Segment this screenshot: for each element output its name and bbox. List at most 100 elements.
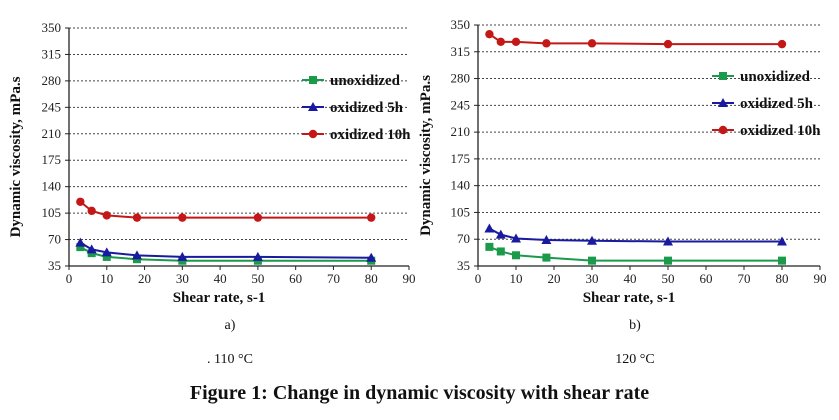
data-point-unoxidized (664, 256, 672, 265)
data-point-oxidized-5h (541, 234, 552, 244)
y-tick-label: 140 (451, 178, 471, 193)
panel-a-temperature: . 110 °C (207, 352, 253, 367)
data-point-oxidized-5h (177, 251, 188, 261)
legend-marker-oxidized-5h (308, 102, 318, 111)
y-tick-label: 315 (42, 46, 62, 61)
data-point-oxidized-10h (102, 211, 111, 220)
legend-marker-oxidized-10h (718, 125, 728, 135)
data-point-oxidized-5h (777, 236, 787, 246)
legend-marker-oxidized-10h (308, 129, 318, 139)
y-tick-label: 210 (42, 126, 62, 141)
x-axis-label: Shear rate, s-1 (173, 290, 266, 306)
x-tick-label: 90 (403, 271, 416, 286)
x-tick-label: 90 (814, 271, 827, 286)
x-tick-label: 30 (586, 271, 599, 286)
data-point-oxidized-5h (252, 251, 263, 261)
series-line-unoxidized (489, 245, 782, 262)
data-point-oxidized-10h (511, 37, 521, 47)
data-point-oxidized-10h (587, 39, 597, 48)
data-point-unoxidized (542, 253, 551, 262)
y-tick-label: 105 (451, 204, 471, 219)
y-tick-label: 35 (48, 258, 61, 273)
x-tick-label: 20 (138, 271, 151, 286)
panel-b-temperature: 120 °C (615, 352, 655, 367)
legend-marker-oxidized-5h (718, 98, 728, 107)
data-point-unoxidized (512, 251, 520, 260)
legend-marker-unoxidized (719, 72, 727, 80)
x-tick-label: 80 (365, 271, 378, 286)
data-point-oxidized-5h (86, 244, 97, 254)
x-tick-label: 50 (251, 271, 264, 286)
y-axis-label: Dynamic viscosity, mPa.s (418, 75, 434, 236)
y-tick-label: 210 (451, 124, 471, 139)
x-tick-label: 60 (700, 271, 713, 286)
data-point-oxidized-10h (485, 29, 494, 39)
data-point-oxidized-5h (75, 237, 86, 247)
y-tick-label: 245 (451, 97, 471, 112)
y-tick-label: 350 (451, 17, 471, 32)
x-tick-label: 10 (510, 271, 523, 286)
y-tick-label: 175 (42, 152, 62, 167)
x-tick-label: 40 (214, 271, 227, 286)
legend-label-unoxidized: unoxidized (330, 73, 401, 89)
series-line-oxidized-10h (488, 33, 782, 46)
data-point-oxidized-10h (132, 213, 142, 222)
x-tick-label: 70 (738, 271, 751, 286)
series-line-oxidized-10h (79, 200, 372, 219)
data-point-oxidized-5h (366, 252, 377, 262)
chart-panel-a: 35 70 105 140 175 210 245 280 315 350 0 10 20 30 40 50 6… (8, 20, 416, 306)
data-point-unoxidized (102, 252, 111, 261)
data-point-oxidized-10h (87, 206, 96, 216)
data-point-unoxidized (588, 256, 596, 265)
y-tick-label: 35 (457, 258, 470, 273)
x-tick-label: 10 (100, 271, 113, 286)
y-tick-label: 175 (451, 151, 471, 166)
x-tick-label: 40 (624, 271, 637, 286)
x-tick-label: 80 (776, 271, 789, 286)
y-tick-label: 70 (48, 232, 61, 247)
figure-caption: Figure 1: Change in dynamic viscosity wi… (189, 382, 650, 404)
y-tick-label: 140 (42, 179, 62, 194)
panel-a-label: a) (224, 318, 236, 333)
data-point-oxidized-5h (101, 247, 112, 257)
y-tick-label: 280 (451, 71, 471, 86)
y-axis-label: Dynamic viscosity, mPa.s (8, 76, 24, 237)
data-point-oxidized-5h (663, 236, 673, 246)
data-point-oxidized-10h (76, 197, 85, 206)
data-point-oxidized-5h (132, 250, 142, 260)
data-point-oxidized-10h (663, 39, 673, 49)
x-tick-label: 0 (66, 271, 73, 286)
legend-label-unoxidized: unoxidized (740, 69, 811, 85)
data-point-unoxidized (778, 256, 786, 265)
y-tick-label: 105 (42, 205, 62, 220)
data-point-oxidized-10h (367, 213, 376, 222)
data-point-oxidized-10h (496, 37, 505, 47)
data-point-oxidized-5h (484, 223, 495, 233)
chart-panel-b: 35 70 105 140 175 210 245 280 315 350 0 10 20 30 40 50 6… (418, 17, 827, 306)
y-tick-label: 70 (457, 231, 470, 246)
x-axis-label: Shear rate, s-1 (583, 290, 676, 306)
data-point-unoxidized (496, 247, 505, 256)
data-point-oxidized-10h (253, 213, 263, 222)
x-tick-label: 60 (289, 271, 302, 286)
data-point-oxidized-10h (542, 39, 551, 48)
x-tick-label: 20 (548, 271, 561, 286)
y-tick-label: 245 (42, 99, 62, 114)
legend-label-oxidized-10h: oxidized 10h (330, 127, 411, 143)
legend-label-oxidized-10h: oxidized 10h (740, 123, 821, 139)
data-point-oxidized-10h (777, 39, 787, 49)
x-tick-label: 70 (327, 271, 340, 286)
x-tick-label: 0 (475, 271, 482, 286)
legend-label-oxidized-5h: oxidized 5h (330, 100, 404, 116)
data-point-unoxidized (485, 242, 494, 251)
series-line-oxidized-5h (79, 241, 372, 259)
y-tick-label: 280 (42, 73, 62, 88)
data-point-oxidized-10h (178, 213, 187, 222)
data-point-oxidized-5h (511, 233, 521, 243)
y-tick-label: 315 (451, 44, 471, 59)
legend-marker-unoxidized (309, 76, 317, 84)
x-tick-label: 30 (176, 271, 189, 286)
data-point-unoxidized (76, 243, 85, 252)
data-point-oxidized-5h (587, 235, 597, 245)
